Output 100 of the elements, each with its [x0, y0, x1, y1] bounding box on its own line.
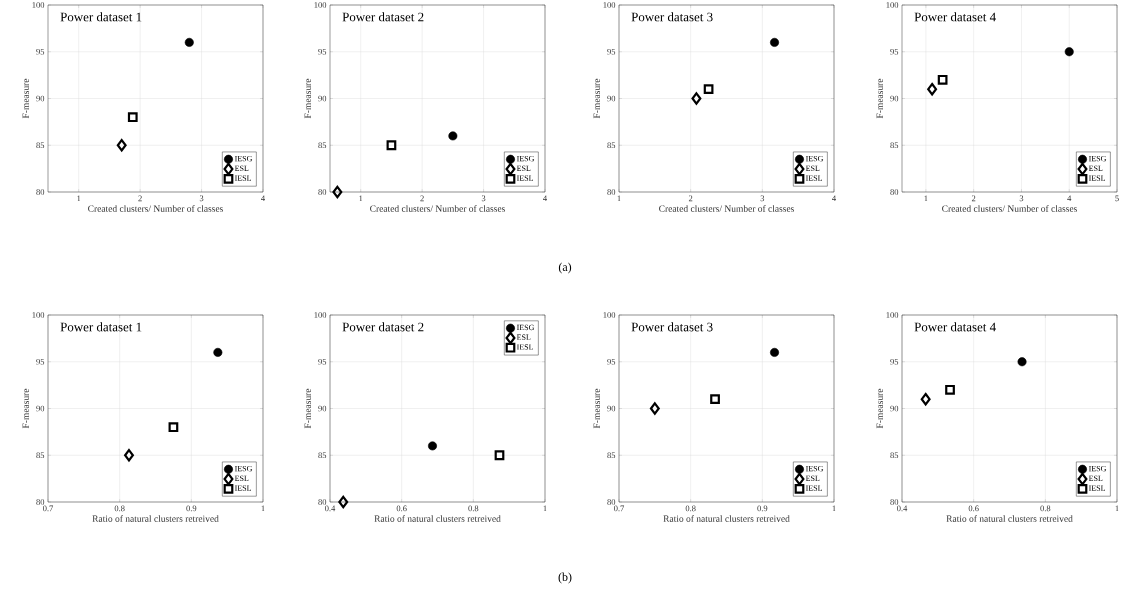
- y-axis-title: F-measure: [304, 388, 311, 429]
- y-tick-label: 90: [607, 95, 616, 102]
- x-tick-label: 0.4: [897, 505, 908, 512]
- x-tick-label: 1: [77, 195, 81, 202]
- y-tick-label: 100: [314, 2, 327, 8]
- x-tick-label: 4: [832, 195, 836, 202]
- x-tick-label: 1: [1115, 505, 1119, 512]
- point: [937, 74, 948, 85]
- y-tick-label: 85: [36, 452, 45, 459]
- y-tick-label: 80: [36, 189, 45, 195]
- y-tick-label: 90: [36, 405, 45, 412]
- chart-title: Power dataset 2: [342, 12, 424, 22]
- y-tick-label: 85: [607, 452, 616, 459]
- y-tick-label: 90: [890, 95, 899, 102]
- point: [494, 450, 505, 461]
- point: [1017, 357, 1027, 367]
- y-tick-label: 90: [36, 95, 45, 102]
- x-tick-label: 1: [359, 195, 363, 202]
- y-tick-label: 100: [32, 2, 45, 8]
- y-tick-label: 90: [607, 405, 616, 412]
- point: [770, 347, 780, 357]
- y-tick-label: 100: [603, 312, 616, 318]
- y-tick-label: 90: [318, 405, 327, 412]
- x-tick-label: 1: [832, 505, 836, 512]
- x-tick-label: 1: [617, 195, 621, 202]
- y-tick-label: 95: [318, 48, 327, 55]
- y-axis-title: F-measure: [593, 388, 600, 429]
- y-tick-label: 80: [36, 499, 45, 505]
- x-axis-title: Ratio of natural clusters retreived: [374, 515, 501, 522]
- point: [124, 448, 134, 462]
- x-axis-title: Created clusters/ Number of classes: [370, 205, 505, 212]
- y-tick-label: 100: [603, 2, 616, 8]
- chart-title: Power dataset 2: [342, 322, 424, 332]
- point: [386, 140, 397, 151]
- chart-title: Power dataset 1: [60, 12, 142, 22]
- point: [213, 347, 223, 357]
- point: [691, 92, 702, 105]
- x-tick-label: 3: [760, 195, 765, 202]
- x-tick-label: 1: [261, 505, 265, 512]
- y-tick-label: 85: [36, 142, 45, 149]
- point: [1064, 47, 1074, 57]
- point: [428, 441, 437, 451]
- x-tick-label: 4: [543, 195, 547, 202]
- point: [649, 402, 660, 415]
- x-tick-label: 2: [971, 195, 976, 202]
- x-axis-title: Ratio of natural clusters retreived: [663, 515, 790, 522]
- x-tick-label: 3: [199, 195, 204, 202]
- point: [332, 185, 343, 199]
- y-tick-label: 80: [607, 189, 616, 195]
- x-tick-label: 3: [481, 195, 486, 202]
- y-tick-label: 95: [890, 358, 899, 365]
- y-axis-title: F-measure: [593, 78, 600, 119]
- y-tick-label: 100: [886, 2, 899, 8]
- x-tick-label: 0.7: [43, 505, 54, 512]
- x-tick-label: 0.9: [757, 505, 768, 512]
- y-tick-label: 95: [318, 358, 327, 365]
- x-tick-label: 0.8: [468, 505, 479, 512]
- y-tick-label: 85: [318, 452, 327, 459]
- y-tick-label: 100: [32, 312, 45, 318]
- chart-title: Power dataset 1: [60, 322, 142, 332]
- x-axis-title: Created clusters/ Number of classes: [942, 205, 1077, 212]
- chart-title: Power dataset 3: [631, 322, 713, 332]
- x-axis-title: Ratio of natural clusters retreived: [946, 515, 1073, 522]
- x-tick-label: 2: [688, 195, 693, 202]
- x-tick-label: 0.6: [968, 505, 979, 512]
- y-tick-label: 80: [890, 499, 899, 505]
- point: [184, 37, 194, 47]
- x-tick-label: 0.8: [1040, 505, 1051, 512]
- y-tick-label: 100: [314, 312, 327, 318]
- y-tick-label: 95: [890, 48, 899, 55]
- y-tick-label: 90: [890, 405, 899, 412]
- point: [116, 138, 127, 152]
- point: [168, 422, 179, 433]
- point: [703, 84, 714, 95]
- x-tick-label: 1: [543, 505, 547, 512]
- x-tick-label: 4: [1067, 195, 1072, 202]
- y-tick-label: 85: [890, 452, 899, 459]
- point: [338, 495, 349, 509]
- y-axis-title: F-measure: [304, 78, 311, 119]
- y-tick-label: 85: [607, 142, 616, 149]
- y-tick-label: 80: [890, 189, 899, 195]
- y-axis-title: F-measure: [22, 78, 29, 119]
- y-axis-title: F-measure: [876, 388, 883, 429]
- chart-title: Power dataset 3: [631, 12, 713, 22]
- point: [448, 131, 458, 141]
- point: [710, 394, 720, 405]
- point: [770, 37, 780, 47]
- x-axis-title: Created clusters/ Number of classes: [88, 205, 223, 212]
- chart-title: Power dataset 4: [914, 12, 996, 22]
- y-axis-title: F-measure: [876, 78, 883, 119]
- x-tick-label: 0.8: [685, 505, 696, 512]
- y-tick-label: 80: [318, 189, 327, 195]
- y-tick-label: 95: [607, 358, 616, 365]
- text: (a): [558, 262, 572, 274]
- chart-title: Power dataset 4: [914, 322, 996, 332]
- x-tick-label: 3: [1019, 195, 1024, 202]
- point: [927, 82, 938, 96]
- x-tick-label: 2: [138, 195, 142, 202]
- x-tick-label: 1: [924, 195, 928, 202]
- x-tick-label: 0.4: [325, 505, 336, 512]
